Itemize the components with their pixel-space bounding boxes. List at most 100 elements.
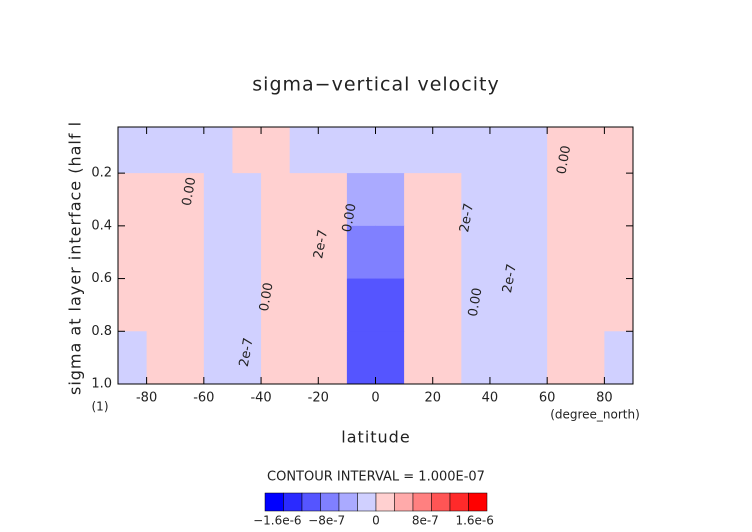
x-tick-label: -60 <box>193 391 214 406</box>
contour-label: 0.00 <box>180 176 200 207</box>
field-cell <box>175 278 205 332</box>
field-cell <box>432 278 462 332</box>
x-tick-label: 40 <box>482 391 499 406</box>
field-cell <box>232 225 262 280</box>
field-cell <box>346 331 376 385</box>
colorbar-box <box>468 492 488 512</box>
field-cell <box>432 127 462 174</box>
x-tick-label: 60 <box>539 391 556 406</box>
colorbar-label: 8e-7 <box>412 514 439 528</box>
field-cell <box>375 278 405 332</box>
field-cell <box>318 278 348 332</box>
field-cell <box>432 225 462 280</box>
y-tick-label: 1.0 <box>91 377 112 392</box>
contour-label: 0.00 <box>466 287 486 318</box>
field-cell <box>575 278 605 332</box>
field-cell <box>604 173 634 227</box>
y-tick-label: 0.2 <box>91 166 112 181</box>
field-cell <box>404 331 434 385</box>
field-cell <box>404 127 434 174</box>
field-cell <box>375 127 405 174</box>
y-tick-label: 0.8 <box>91 324 112 339</box>
field-cell <box>375 173 405 227</box>
field-cell <box>461 173 491 227</box>
colorbar-box <box>283 492 303 512</box>
field-cell <box>404 225 434 280</box>
colorbar-box <box>301 492 321 512</box>
field-cell <box>289 278 319 332</box>
field-cell <box>604 278 634 332</box>
y-tick-label: 0.6 <box>91 271 112 286</box>
x-unit: (degree_north) <box>550 408 640 422</box>
contour-label: 0.00 <box>340 202 360 233</box>
colorbar-box <box>449 492 469 512</box>
field-cell <box>146 278 176 332</box>
field-cell <box>318 331 348 385</box>
field-cell <box>461 278 491 332</box>
colorbar-box <box>375 492 395 512</box>
field-cell <box>432 331 462 385</box>
field-cell <box>232 278 262 332</box>
x-tick-label: 0 <box>371 391 379 406</box>
field-cell <box>175 225 205 280</box>
field-cell <box>175 127 205 174</box>
field-cell <box>118 173 148 227</box>
field-cell <box>318 225 348 280</box>
colorbar-label: 1.6e-6 <box>455 514 493 528</box>
field-cell <box>489 331 520 385</box>
field-cell <box>604 331 634 385</box>
field-cell <box>289 225 319 280</box>
field-cell <box>203 225 233 280</box>
field-cell <box>547 331 577 385</box>
field-cell <box>289 127 319 174</box>
field-cell <box>489 225 520 280</box>
field-cell <box>547 127 577 174</box>
field-cell <box>461 331 491 385</box>
colorbar-box <box>320 492 340 512</box>
field-cell <box>146 331 176 385</box>
field-cell <box>575 225 605 280</box>
field-cell <box>518 173 548 227</box>
contour-label: 2e-7 <box>457 202 477 233</box>
y-unit: (1) <box>92 400 109 414</box>
field-cell <box>289 331 319 385</box>
colorbar-box <box>338 492 358 512</box>
field-cell <box>346 225 376 280</box>
field-cell <box>375 331 405 385</box>
colorbar-box <box>394 492 414 512</box>
field-cell <box>461 225 491 280</box>
field-cell <box>604 225 634 280</box>
field-cell <box>118 278 148 332</box>
field-cell <box>346 173 376 227</box>
field-cell <box>146 225 176 280</box>
field-cell <box>203 331 233 385</box>
field-cell <box>518 127 548 174</box>
colorbar-box <box>412 492 432 512</box>
colorbar-label: −8e-7 <box>308 514 345 528</box>
field-cell <box>604 127 634 174</box>
field-cell <box>118 127 148 174</box>
contour-label: 2e-7 <box>311 229 331 260</box>
field-cell <box>232 127 262 174</box>
field-cell <box>375 225 405 280</box>
field-cell <box>404 278 434 332</box>
field-cell <box>346 127 376 174</box>
field-cell <box>518 225 548 280</box>
field-cell <box>261 278 291 332</box>
field-cell <box>346 278 376 332</box>
field-cell <box>575 173 605 227</box>
colorbar-box <box>264 492 284 512</box>
field-cell <box>261 225 291 280</box>
colorbar-label: −1.6e-6 <box>253 514 302 528</box>
field-cell <box>489 173 520 227</box>
field-cell <box>318 173 348 227</box>
field-cell <box>289 173 319 227</box>
field-cell <box>203 278 233 332</box>
field-cell <box>261 127 291 174</box>
contour-label: 0.00 <box>554 144 574 175</box>
field-cell <box>203 127 233 174</box>
chart-title: sigma−vertical velocity <box>252 74 499 96</box>
x-tick-label: 80 <box>596 391 613 406</box>
field-cell <box>575 127 605 174</box>
